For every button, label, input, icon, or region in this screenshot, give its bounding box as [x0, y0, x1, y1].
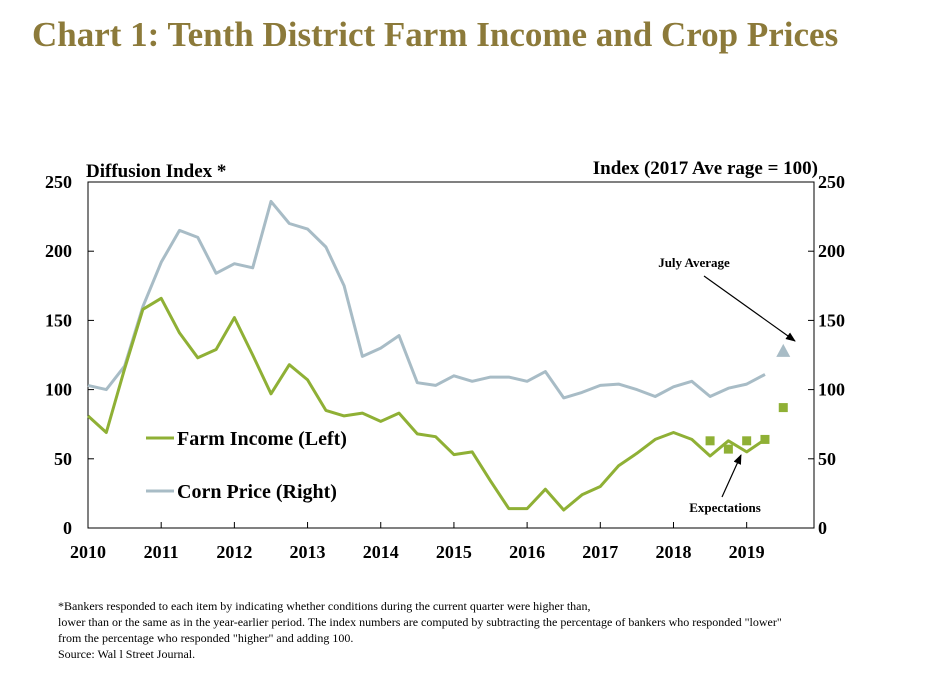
footnote-line-2: lower than or the same as in the year-ea… — [58, 615, 782, 629]
x-tick-label: 2019 — [729, 542, 765, 562]
expectations-marker — [742, 436, 752, 446]
right-tick-label: 0 — [818, 518, 827, 538]
left-tick-label: 250 — [45, 172, 72, 192]
july-average-marker — [776, 343, 791, 357]
expectations-marker — [778, 403, 788, 413]
x-tick-label: 2018 — [655, 542, 691, 562]
legend: Farm Income (Left) Corn Price (Right) — [146, 428, 347, 503]
left-tick-label: 50 — [54, 449, 72, 469]
expectations-marker — [705, 436, 715, 446]
footnote: *Bankers responded to each item by indic… — [58, 598, 918, 662]
expectations-label: Expectations — [689, 500, 761, 515]
expectations-marker — [723, 444, 733, 454]
x-tick-label: 2014 — [363, 542, 399, 562]
footnote-line-3: from the percentage who responded "highe… — [58, 631, 354, 645]
annotations: July Average Expectations — [658, 255, 796, 515]
left-tick-label: 100 — [45, 380, 72, 400]
x-tick-label: 2015 — [436, 542, 472, 562]
series-layer — [86, 199, 791, 512]
left-axis-title: Diffusion Index * — [86, 161, 226, 182]
right-axis-title: Index (2017 Ave rage = 100) — [593, 158, 818, 179]
right-tick-label: 200 — [818, 241, 845, 261]
july-average-label: July Average — [658, 255, 730, 270]
corn-price-right-line — [87, 199, 766, 400]
left-tick-label: 200 — [45, 241, 72, 261]
left-tick-label: 0 — [63, 518, 72, 538]
x-tick-label: 2012 — [216, 542, 252, 562]
plot-area-frame — [87, 181, 815, 529]
x-tick-label: 2013 — [290, 542, 326, 562]
footnote-source: Source: Wal l Street Journal. — [58, 647, 196, 661]
right-tick-label: 150 — [818, 310, 845, 330]
expectations-arrow — [721, 454, 742, 498]
july-average-arrow — [703, 275, 796, 342]
right-tick-label: 50 — [818, 449, 836, 469]
legend-label-corn-price: Corn Price (Right) — [177, 481, 337, 503]
footnote-line-1: *Bankers responded to each item by indic… — [58, 599, 591, 613]
x-tick-label: 2017 — [582, 542, 618, 562]
x-tick-label: 2016 — [509, 542, 545, 562]
right-tick-label: 100 — [818, 380, 845, 400]
chart-title: Chart 1: Tenth District Farm Income and … — [32, 15, 839, 54]
axis-ticks: 0 0 50 50 100 100 150 150 200 200 250 250 2010 2011 20… — [45, 172, 845, 562]
legend-label-farm-income: Farm Income (Left) — [177, 428, 347, 450]
left-tick-label: 150 — [45, 310, 72, 330]
x-tick-label: 2011 — [144, 542, 179, 562]
expectations-marker — [760, 434, 770, 444]
x-tick-label: 2010 — [70, 542, 106, 562]
farm-income-left-line — [86, 296, 766, 512]
right-tick-label: 250 — [818, 172, 845, 192]
